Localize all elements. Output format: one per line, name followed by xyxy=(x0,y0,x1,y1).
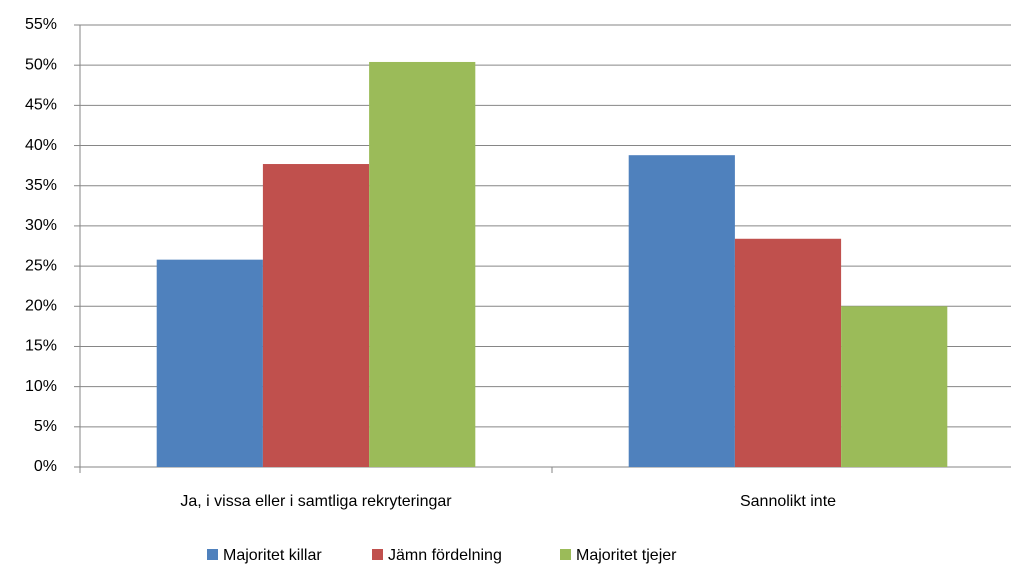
legend-swatch xyxy=(560,549,571,560)
bar xyxy=(369,61,476,467)
y-tick-label: 55% xyxy=(25,16,57,33)
bar xyxy=(156,259,263,467)
x-tick-label: Sannolikt inte xyxy=(740,493,836,510)
y-tick-label: 30% xyxy=(25,217,57,234)
y-tick-label: 35% xyxy=(25,177,57,194)
y-tick-label: 40% xyxy=(25,137,57,154)
legend-swatch xyxy=(207,549,218,560)
legend-label: Majoritet killar xyxy=(223,547,322,564)
y-tick-label: 0% xyxy=(34,458,57,475)
y-tick-label: 10% xyxy=(25,378,57,395)
bar xyxy=(734,238,842,467)
legend-swatch xyxy=(372,549,383,560)
y-tick-label: 45% xyxy=(25,97,57,114)
y-tick-label: 25% xyxy=(25,257,57,274)
x-tick-label: Ja, i vissa eller i samtliga rekrytering… xyxy=(180,493,452,510)
y-tick-label: 15% xyxy=(25,338,57,355)
bar xyxy=(841,306,948,467)
y-tick-label: 20% xyxy=(25,297,57,314)
legend-label: Jämn fördelning xyxy=(388,547,502,564)
bar xyxy=(628,155,735,467)
y-tick-label: 50% xyxy=(25,56,57,73)
legend-label: Majoritet tjejer xyxy=(576,547,677,564)
y-tick-label: 5% xyxy=(34,418,57,435)
bar xyxy=(262,164,370,467)
